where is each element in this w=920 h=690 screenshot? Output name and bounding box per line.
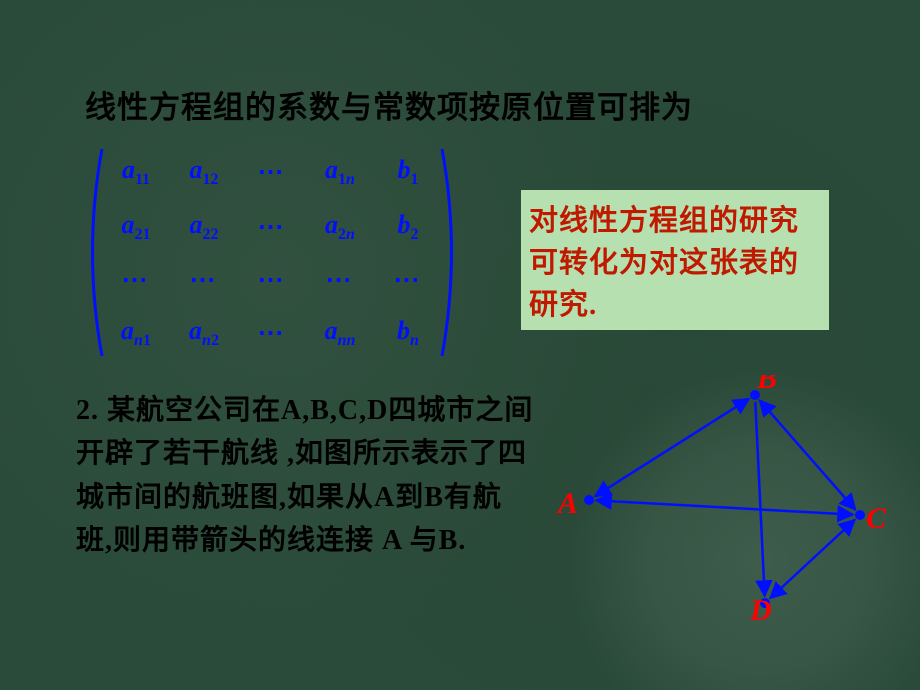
matrix-cell: a2n (320, 210, 360, 244)
matrix-cell: an1 (116, 316, 156, 350)
node-label-D: D (749, 594, 772, 625)
edge-A-B (595, 399, 749, 497)
matrix-cell: a22 (184, 210, 224, 244)
matrix-cell: ⋯ (184, 265, 224, 295)
matrix-grid: a11 a12 ⋯ a1n b1 a21 a22 ⋯ a2n b2 ⋯ ⋯ ⋯ ⋯ ⋯ an1 an2 ⋯ annb… (106, 145, 438, 360)
matrix-cell: a12 (184, 155, 224, 189)
right-paren (438, 145, 464, 360)
matrix-cell: a21 (116, 210, 156, 244)
augmented-matrix: a11 a12 ⋯ a1n b1 a21 a22 ⋯ a2n b2 ⋯ ⋯ ⋯ ⋯ ⋯ an1 an2 ⋯ annb… (80, 145, 464, 360)
matrix-cell: ⋯ (116, 265, 156, 295)
edge-B-C (760, 400, 856, 509)
left-paren (80, 145, 106, 360)
matrix-cell: ⋯ (252, 212, 292, 242)
matrix-cell: b2 (388, 210, 428, 244)
matrix-cell: a11 (116, 155, 156, 189)
matrix-cell: bn (388, 316, 428, 350)
node-label-A: A (556, 487, 578, 520)
matrix-cell: b1 (388, 155, 428, 189)
matrix-cell: an2 (184, 316, 224, 350)
node-C (855, 510, 865, 520)
matrix-cell: a1n (320, 155, 360, 189)
node-A (584, 495, 594, 505)
heading: 线性方程组的系数与常数项按原位置可排为 (85, 82, 693, 127)
edge-C-D (770, 520, 855, 598)
node-label-C: C (866, 502, 887, 535)
matrix-cell: ⋯ (252, 318, 292, 348)
matrix-cell: ⋯ (252, 157, 292, 187)
edge-B-D (755, 402, 764, 596)
edge-A-C (596, 500, 853, 514)
note-box: 对线性方程组的研究可转化为对这张表的研究. (521, 190, 829, 330)
example-paragraph: 2. 某航空公司在A,B,C,D四城市之间开辟了若干航线 ,如图所示表示了四城市… (76, 389, 536, 563)
matrix-cell: ⋯ (252, 265, 292, 295)
matrix-cell: ann (320, 316, 360, 350)
matrix-cell: ⋯ (388, 265, 428, 295)
node-label-B: B (756, 375, 777, 395)
matrix-cell: ⋯ (320, 265, 360, 295)
flight-graph: ABCD (555, 375, 885, 620)
